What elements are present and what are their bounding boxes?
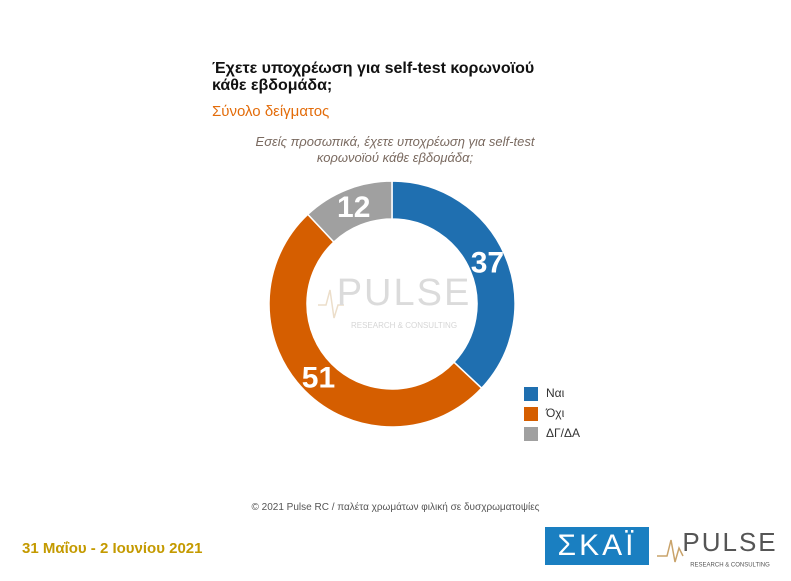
legend-label: ΔΓ/ΔΑ — [546, 426, 580, 440]
question-text: Εσείς προσωπικά, έχετε υποχρέωση για sel… — [255, 134, 535, 165]
chart-title: Έχετε υποχρέωση για self-test κορωνοϊού … — [212, 60, 535, 94]
pulse-logo-tagline: RESEARCH & CONSULTING — [690, 563, 770, 569]
legend-swatch — [524, 387, 538, 401]
legend-swatch — [524, 427, 538, 441]
watermark-text: PULSE — [337, 272, 472, 314]
watermark-icon — [318, 289, 344, 319]
watermark-tagline: RESEARCH & CONSULTING — [351, 321, 457, 330]
pulse-logo: PULSE — [682, 527, 777, 557]
pulse-logo-icon — [657, 539, 684, 563]
donut-slice — [306, 180, 393, 244]
date: 31 Μαΐου - 2 Ιουνίου 2021 — [22, 540, 203, 557]
legend-label: Όχι — [545, 406, 565, 420]
source-note: © 2021 Pulse RC / παλέτα χρωμάτων φιλική… — [251, 502, 540, 513]
data-label: 37 — [471, 247, 504, 280]
skai-logo: ΣΚΑΪ — [558, 529, 637, 562]
skai-logo-box — [545, 527, 649, 565]
legend-swatch — [524, 407, 538, 421]
data-label: 12 — [337, 191, 370, 224]
donut-slice — [391, 180, 516, 390]
data-label: 51 — [302, 361, 335, 394]
chart-subtitle: Σύνολο δείγματος — [212, 103, 330, 120]
legend-label: Ναι — [546, 386, 565, 400]
watermark: PULSE RESEARCH & CONSULTING — [318, 272, 472, 330]
donut-slice — [268, 213, 483, 428]
